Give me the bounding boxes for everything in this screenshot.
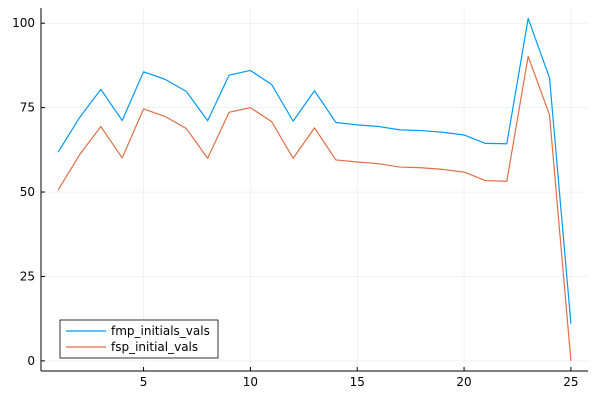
y-tick-label: 0 xyxy=(27,354,35,368)
y-tick-label: 50 xyxy=(20,185,35,199)
series-line-fmp xyxy=(57,17,572,324)
legend-label-fmp: fmp_initials_vals xyxy=(111,324,210,338)
legend-box xyxy=(59,319,219,359)
x-tick-label: 5 xyxy=(140,375,148,389)
y-tick-labels: 0 25 50 75 100 xyxy=(12,16,35,368)
x-tick-labels: 5 10 15 20 25 xyxy=(140,375,579,389)
grid xyxy=(41,8,588,371)
axes xyxy=(40,8,588,372)
x-tick-label: 20 xyxy=(456,375,471,389)
x-tick-label: 25 xyxy=(563,375,578,389)
x-tick-label: 10 xyxy=(243,375,258,389)
y-tick-label: 100 xyxy=(12,16,35,30)
series-line-fsp xyxy=(57,55,572,361)
legend: fmp_initials_vals fsp_initial_vals xyxy=(59,319,219,359)
legend-label-fsp: fsp_initial_vals xyxy=(111,340,198,354)
x-tick-label: 15 xyxy=(350,375,365,389)
y-tick-label: 75 xyxy=(20,101,35,115)
y-tick-label: 25 xyxy=(20,269,35,283)
series-lines xyxy=(57,17,572,361)
